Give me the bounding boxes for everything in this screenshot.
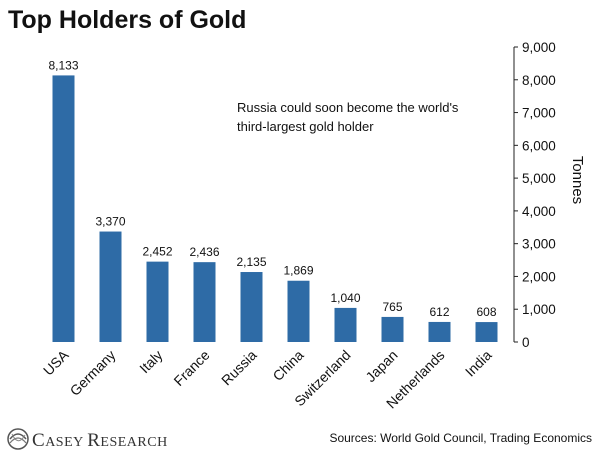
logo-swirl-icon xyxy=(7,428,29,450)
logo-wordmark: CASEY RESEARCH xyxy=(32,430,168,451)
y-axis: 0 1,000 2,000 3,000 4,000 5,000 6,000 7,000 8,00… xyxy=(513,40,556,350)
category-label-usa: USA xyxy=(40,346,72,378)
bar-france xyxy=(193,262,216,342)
bar-switzerland xyxy=(334,307,357,342)
category-label-china: China xyxy=(269,347,306,384)
value-label-france: 2,436 xyxy=(189,245,219,259)
y-axis-label: Tonnes xyxy=(569,156,586,204)
value-label-italy: 2,452 xyxy=(142,245,172,259)
category-label-germany: Germany xyxy=(67,347,119,399)
y-tick-label: 5,000 xyxy=(522,171,556,186)
category-label-japan: Japan xyxy=(362,347,400,385)
y-tick-label: 8,000 xyxy=(522,73,556,88)
value-label-russia: 2,135 xyxy=(236,255,266,269)
annotation-line-2: third-largest gold holder xyxy=(237,119,374,134)
y-tick-label: 0 xyxy=(522,335,530,350)
category-label-italy: Italy xyxy=(136,347,165,376)
bar-netherlands xyxy=(428,321,451,342)
y-tick-label: 1,000 xyxy=(522,302,556,317)
y-tick-label: 6,000 xyxy=(522,138,556,153)
bar-italy xyxy=(146,261,169,342)
category-label-india: India xyxy=(462,347,495,380)
bar-china xyxy=(287,280,310,342)
value-label-usa: 8,133 xyxy=(48,58,78,72)
value-label-switzerland: 1,040 xyxy=(330,291,360,305)
annotation-line-1: Russia could soon become the world's xyxy=(237,100,459,115)
bar-usa xyxy=(52,75,75,342)
chart-title: Top Holders of Gold xyxy=(8,6,246,34)
value-label-japan: 765 xyxy=(382,300,402,314)
y-tick-label: 9,000 xyxy=(522,40,556,55)
value-label-india: 608 xyxy=(476,305,496,319)
value-label-china: 1,869 xyxy=(283,264,313,278)
y-tick-label: 2,000 xyxy=(522,269,556,284)
bar-india xyxy=(475,322,498,342)
category-label-france: France xyxy=(170,347,212,389)
y-tick-label: 3,000 xyxy=(522,237,556,252)
casey-research-logo: CASEY RESEARCH xyxy=(7,428,168,451)
bar-japan xyxy=(381,316,404,342)
category-label-russia: Russia xyxy=(218,347,260,389)
value-label-germany: 3,370 xyxy=(95,215,125,229)
y-tick-label: 4,000 xyxy=(522,204,556,219)
y-tick-label: 7,000 xyxy=(522,106,556,121)
bar-germany xyxy=(99,231,122,342)
source-note: Sources: World Gold Council, Trading Eco… xyxy=(329,431,592,445)
bar-russia xyxy=(240,272,263,342)
value-label-netherlands: 612 xyxy=(429,305,449,319)
